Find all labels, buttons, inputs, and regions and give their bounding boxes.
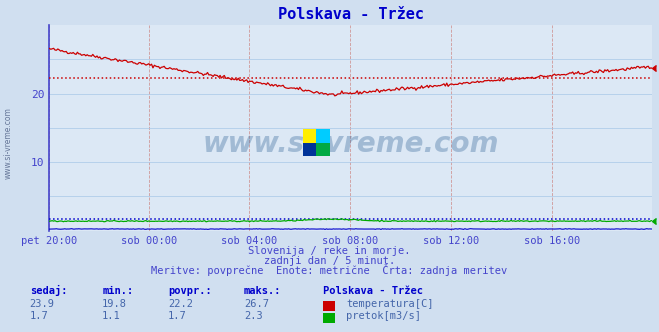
Text: 1.1: 1.1 [102,311,121,321]
Text: 23.9: 23.9 [30,299,55,309]
Text: 26.7: 26.7 [244,299,269,309]
Text: Slovenija / reke in morje.: Slovenija / reke in morje. [248,246,411,256]
Text: maks.:: maks.: [244,286,281,296]
Text: 2.3: 2.3 [244,311,262,321]
Bar [303,143,316,156]
Text: www.si-vreme.com: www.si-vreme.com [3,107,13,179]
Text: povpr.:: povpr.: [168,286,212,296]
Text: sedaj:: sedaj: [30,285,67,296]
Text: Meritve: povprečne  Enote: metrične  Črta: zadnja meritev: Meritve: povprečne Enote: metrične Črta:… [152,264,507,276]
Text: 22.2: 22.2 [168,299,193,309]
Text: 19.8: 19.8 [102,299,127,309]
Bar [316,143,330,156]
Text: Polskava - Tržec: Polskava - Tržec [323,286,423,296]
Title: Polskava - Tržec: Polskava - Tržec [278,7,424,22]
Text: min.:: min.: [102,286,133,296]
Text: 1.7: 1.7 [168,311,186,321]
Text: www.si-vreme.com: www.si-vreme.com [203,130,499,158]
Text: 1.7: 1.7 [30,311,48,321]
Bar [316,129,330,143]
Text: pretok[m3/s]: pretok[m3/s] [346,311,421,321]
Bar [303,129,316,143]
Text: zadnji dan / 5 minut.: zadnji dan / 5 minut. [264,256,395,266]
Text: temperatura[C]: temperatura[C] [346,299,434,309]
